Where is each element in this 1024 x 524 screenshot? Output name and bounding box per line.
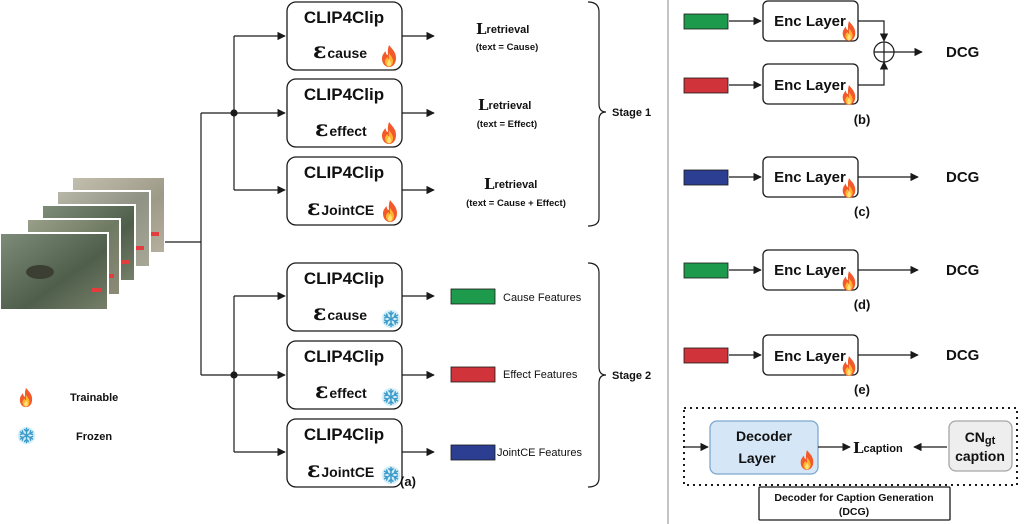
panel-d: Enc Layer DCG (d) (683, 249, 979, 312)
stage1-brace (587, 1, 607, 227)
enc-layer-label: Enc Layer (774, 169, 846, 186)
encoder-model-label: CLIP4Clip (304, 347, 384, 366)
snowflake-icon (381, 387, 401, 407)
svg-text:(text = Effect): (text = Effect) (477, 119, 537, 130)
feature-label: Effect Features (503, 369, 578, 381)
feature-jointce: JointCE Features (450, 444, 582, 461)
encoder-box-cause-stage1: CLIP4Clip εcause (286, 1, 403, 71)
video-frame (0, 232, 109, 311)
loss-caption: Lcaption (853, 439, 903, 457)
dcg-label: DCG (946, 262, 979, 279)
svg-text:Lretrieval: Lretrieval (484, 175, 537, 193)
panel-e: Enc Layer DCG (e) (683, 334, 979, 397)
cause-feature-swatch (683, 13, 729, 30)
encoder-model-label: CLIP4Clip (304, 269, 384, 288)
encoder-symbol: εeffect (315, 378, 367, 404)
decoder-layer-label-line2: Layer (738, 450, 776, 466)
encoder-box-jointce-stage2: CLIP4Clip εJointCE (286, 418, 403, 488)
decoder-block: Decoder Layer Lcaption CNgt caption (683, 407, 1018, 486)
panel-a-label: (a) (400, 474, 416, 489)
snowflake-icon (381, 309, 401, 329)
stage1-encoders: CLIP4Clip εcause CLIP4Clip εeffect CLIP4… (286, 1, 403, 226)
jointce-feature-swatch (683, 169, 729, 186)
effect-feature-swatch (683, 77, 729, 94)
feature-label: Cause Features (503, 292, 582, 304)
snowflake-icon (381, 465, 401, 485)
encoder-symbol: εJointCE (307, 195, 374, 221)
fire-icon (19, 387, 33, 408)
svg-text:Lretrieval: Lretrieval (476, 20, 529, 38)
encoder-model-label: CLIP4Clip (304, 163, 384, 182)
enc-layer-label: Enc Layer (774, 13, 846, 30)
enc-layer-label: Enc Layer (774, 77, 846, 94)
encoder-symbol: εJointCE (307, 457, 374, 483)
panel-b: Enc Layer Enc Layer DCG (b) (683, 0, 979, 127)
feature-label: JointCE Features (497, 447, 582, 459)
encoder-model-label: CLIP4Clip (304, 8, 384, 27)
encoder-model-label: CLIP4Clip (304, 85, 384, 104)
enc-layer-label: Enc Layer (774, 348, 846, 365)
encoder-symbol: εcause (313, 300, 367, 326)
decoder-title-line2: (DCG) (839, 506, 869, 518)
stage2-encoders: CLIP4Clip εcause CLIP4Clip εeffect CLIP4… (286, 262, 403, 488)
feature-effect: Effect Features (450, 366, 578, 383)
input-connectors (165, 31, 286, 457)
panel-d-label: (d) (854, 297, 871, 312)
dcg-label: DCG (946, 347, 979, 364)
panel-c-label: (c) (854, 204, 870, 219)
jointce-feature-swatch (450, 444, 496, 461)
encoder-symbol: εeffect (315, 116, 367, 142)
stage1-outputs: Lretrieval (text = Cause) Lretrieval (te… (402, 1, 651, 227)
legend-frozen-label: Frozen (76, 431, 112, 443)
decoder-layer-label-line1: Decoder (736, 428, 793, 444)
panel-c: Enc Layer DCG (c) (683, 156, 979, 219)
decoder-dashed-border (683, 407, 1018, 486)
feature-cause: Cause Features (450, 288, 582, 305)
panel-b-label: (b) (854, 112, 871, 127)
encoder-model-label: CLIP4Clip (304, 425, 384, 444)
effect-feature-swatch (450, 366, 496, 383)
enc-layer-label: Enc Layer (774, 262, 846, 279)
effect-feature-swatch (683, 347, 729, 364)
loss-retrieval-jointce: Lretrieval (text = Cause + Effect) (466, 175, 566, 209)
loss-retrieval-cause: Lretrieval (text = Cause) (476, 20, 539, 53)
video-frames (0, 176, 166, 311)
encoder-box-effect-stage1: CLIP4Clip εeffect (286, 78, 403, 148)
decoder-title-line1: Decoder for Caption Generation (774, 492, 933, 504)
svg-text:(text = Cause): (text = Cause) (476, 42, 539, 53)
cause-feature-swatch (450, 288, 496, 305)
cause-feature-swatch (683, 262, 729, 279)
encoder-box-cause-stage2: CLIP4Clip εcause (286, 262, 403, 332)
dcg-label: DCG (946, 44, 979, 61)
cn-gt-label: CNgt (965, 429, 996, 447)
dcg-label: DCG (946, 169, 979, 186)
svg-text:(text = Cause + Effect): (text = Cause + Effect) (466, 198, 566, 209)
svg-text:Lretrieval: Lretrieval (478, 96, 531, 114)
legend: Trainable Frozen (17, 387, 118, 445)
encoder-box-jointce-stage1: CLIP4Clip εJointCE (286, 156, 403, 226)
stage2-brace (587, 262, 607, 488)
loss-retrieval-effect: Lretrieval (text = Effect) (477, 96, 537, 130)
stage2-label: Stage 2 (612, 370, 651, 382)
stage2-outputs: Cause Features Effect Features JointCE F… (402, 262, 651, 488)
snowflake-icon (17, 426, 36, 445)
decoder-title: Decoder for Caption Generation (DCG) (758, 486, 951, 521)
encoder-symbol: εcause (313, 38, 367, 64)
panel-e-label: (e) (854, 382, 870, 397)
cn-gt-caption-box (948, 420, 1013, 472)
caption-label: caption (955, 448, 1005, 464)
legend-trainable-label: Trainable (70, 392, 118, 404)
stage1-label: Stage 1 (612, 107, 651, 119)
encoder-box-effect-stage2: CLIP4Clip εeffect (286, 340, 403, 410)
add-operator-icon (873, 41, 895, 63)
